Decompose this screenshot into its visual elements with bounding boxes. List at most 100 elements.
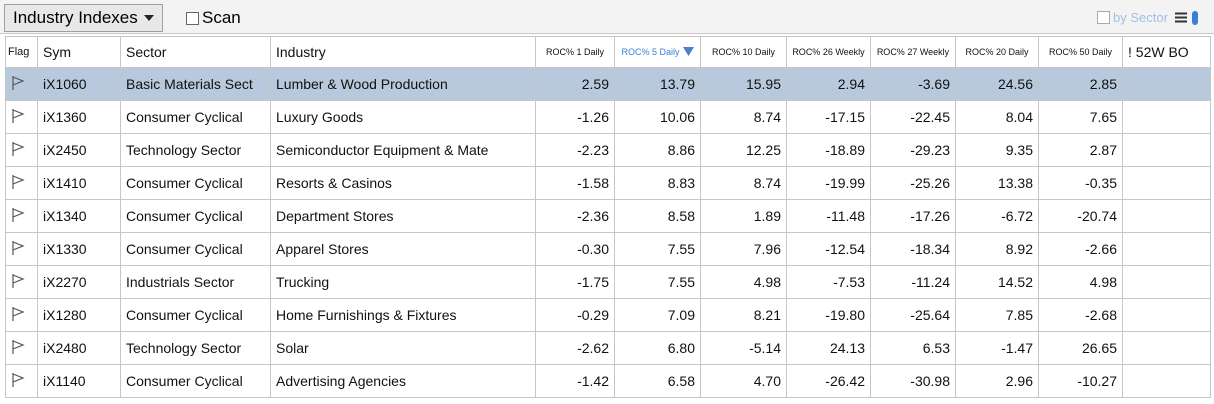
- flag-cell[interactable]: [5, 265, 38, 299]
- text-cell: iX2450: [37, 133, 121, 167]
- text-cell: Luxury Goods: [270, 100, 536, 134]
- column-header[interactable]: Sector: [120, 36, 271, 68]
- text-cell: Trucking: [270, 265, 536, 299]
- flag-icon: [12, 306, 25, 321]
- flag-cell[interactable]: [5, 331, 38, 365]
- flag-cell[interactable]: [5, 100, 38, 134]
- table-row[interactable]: iX1330 Consumer Cyclical Apparel Stores -0.…: [5, 232, 1211, 266]
- number-cell: -1.58: [535, 166, 615, 200]
- column-header[interactable]: ROC% 50 Daily: [1038, 36, 1123, 68]
- number-cell: -12.54: [786, 232, 871, 266]
- column-header[interactable]: Industry: [270, 36, 536, 68]
- table-row[interactable]: iX1360 Consumer Cyclical Luxury Goods -1.26…: [5, 100, 1211, 134]
- number-cell: -22.45: [870, 100, 956, 134]
- text-cell: Resorts & Casinos: [270, 166, 536, 200]
- number-cell: -17.26: [870, 199, 956, 233]
- number-cell: 4.98: [700, 265, 787, 299]
- number-cell: -0.35: [1038, 166, 1123, 200]
- flag-cell[interactable]: [5, 133, 38, 167]
- table-row[interactable]: iX1060 Basic Materials Sect Lumber & Wood …: [5, 67, 1211, 101]
- text-cell: Consumer Cyclical: [120, 100, 271, 134]
- table-row[interactable]: iX1140 Consumer Cyclical Advertising Agenc…: [5, 364, 1211, 398]
- number-cell: -1.42: [535, 364, 615, 398]
- dropdown[interactable]: Industry Indexes: [4, 4, 163, 32]
- menu-icon[interactable]: [1174, 12, 1187, 23]
- text-cell: iX1140: [37, 364, 121, 398]
- number-cell: -2.36: [535, 199, 615, 233]
- table-row[interactable]: iX1280 Consumer Cyclical Home Furnishings …: [5, 298, 1211, 332]
- number-cell: -2.23: [535, 133, 615, 167]
- number-cell: 8.83: [614, 166, 701, 200]
- text-cell: Apparel Stores: [270, 232, 536, 266]
- column-header[interactable]: ! 52W BO: [1122, 36, 1211, 68]
- text-cell: iX2270: [37, 265, 121, 299]
- empty-cell: [1122, 133, 1211, 167]
- empty-cell: [1122, 100, 1211, 134]
- number-cell: 8.92: [955, 232, 1039, 266]
- column-header[interactable]: ROC% 1 Daily: [535, 36, 615, 68]
- scan-checkbox[interactable]: Scan: [186, 8, 241, 28]
- column-header[interactable]: ROC% 27 Weekly: [870, 36, 956, 68]
- table-row[interactable]: iX1410 Consumer Cyclical Resorts & Casinos…: [5, 166, 1211, 200]
- number-cell: 4.70: [700, 364, 787, 398]
- number-cell: -18.34: [870, 232, 956, 266]
- column-header-label: Flag: [8, 46, 30, 58]
- flag-cell[interactable]: [5, 199, 38, 233]
- column-header[interactable]: ROC% 10 Daily: [700, 36, 787, 68]
- column-header[interactable]: ROC% 5 Daily: [614, 36, 701, 68]
- text-cell: Technology Sector: [120, 133, 271, 167]
- number-cell: 4.98: [1038, 265, 1123, 299]
- number-cell: 6.53: [870, 331, 956, 365]
- number-cell: -25.64: [870, 298, 956, 332]
- dropdown-arrow: [143, 15, 154, 21]
- flag-icon: [12, 207, 25, 222]
- column-header[interactable]: ROC% 20 Daily: [955, 36, 1039, 68]
- number-cell: 7.55: [614, 232, 701, 266]
- number-cell: -17.15: [786, 100, 871, 134]
- flag-cell[interactable]: [5, 232, 38, 266]
- flag-cell[interactable]: [5, 364, 38, 398]
- empty-cell: [1122, 199, 1211, 233]
- text-cell: Technology Sector: [120, 331, 271, 365]
- number-cell: 7.55: [614, 265, 701, 299]
- column-header-label: ROC% 10 Daily: [711, 47, 776, 57]
- number-cell: 12.25: [700, 133, 787, 167]
- number-cell: 24.56: [955, 67, 1039, 101]
- flag-icon: [12, 372, 25, 387]
- table-row[interactable]: iX2270 Industrials Sector Trucking -1.75 7.5…: [5, 265, 1211, 299]
- text-cell: Solar: [270, 331, 536, 365]
- empty-cell: [1122, 166, 1211, 200]
- number-cell: -7.53: [786, 265, 871, 299]
- by-sector-checkbox[interactable]: by Sector: [1097, 10, 1198, 25]
- number-cell: 6.80: [614, 331, 701, 365]
- text-cell: iX1360: [37, 100, 121, 134]
- text-cell: Basic Materials Sect: [120, 67, 271, 101]
- table-row[interactable]: iX2450 Technology Sector Semiconductor Equ…: [5, 133, 1211, 167]
- text-cell: Advertising Agencies: [270, 364, 536, 398]
- table-row[interactable]: iX1340 Consumer Cyclical Department Stores…: [5, 199, 1211, 233]
- number-cell: -1.47: [955, 331, 1039, 365]
- flag-icon: [12, 339, 25, 354]
- text-cell: iX1330: [37, 232, 121, 266]
- text-cell: Department Stores: [270, 199, 536, 233]
- flag-cell[interactable]: [5, 166, 38, 200]
- column-header[interactable]: Flag: [5, 36, 38, 68]
- number-cell: 24.13: [786, 331, 871, 365]
- empty-cell: [1122, 298, 1211, 332]
- column-header-label: Sym: [43, 44, 71, 60]
- column-header-label: ROC% 20 Daily: [965, 47, 1029, 57]
- number-cell: -29.23: [870, 133, 956, 167]
- table-row[interactable]: iX2480 Technology Sector Solar -2.62 6.80 -5.…: [5, 331, 1211, 365]
- sort-arrow: [682, 47, 694, 56]
- empty-cell: [1122, 67, 1211, 101]
- number-cell: 2.85: [1038, 67, 1123, 101]
- number-cell: 8.74: [700, 166, 787, 200]
- flag-cell[interactable]: [5, 298, 38, 332]
- number-cell: 7.09: [614, 298, 701, 332]
- number-cell: 8.58: [614, 199, 701, 233]
- column-header[interactable]: ROC% 26 Weekly: [786, 36, 871, 68]
- flag-icon: [12, 174, 25, 189]
- column-header[interactable]: Sym: [37, 36, 121, 68]
- number-cell: 1.89: [700, 199, 787, 233]
- flag-cell[interactable]: [5, 67, 38, 101]
